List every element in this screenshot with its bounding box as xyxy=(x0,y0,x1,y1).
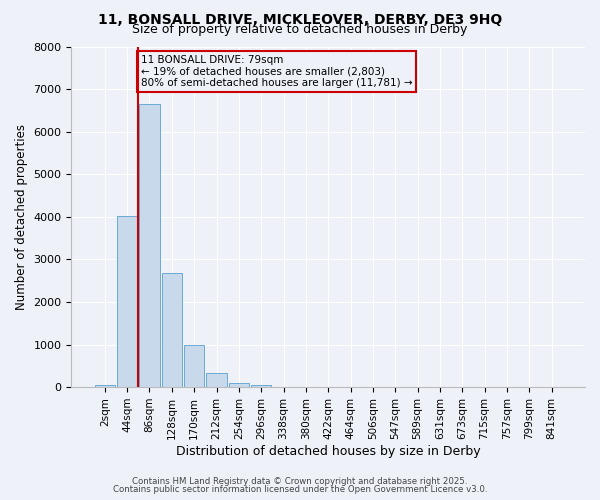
Bar xyxy=(229,383,249,387)
Text: 11 BONSALL DRIVE: 79sqm
← 19% of detached houses are smaller (2,803)
80% of semi: 11 BONSALL DRIVE: 79sqm ← 19% of detache… xyxy=(141,55,412,88)
Bar xyxy=(184,346,204,387)
Bar xyxy=(117,216,137,387)
Bar xyxy=(251,385,271,387)
Bar xyxy=(206,373,227,387)
Bar xyxy=(95,385,115,387)
Text: Contains public sector information licensed under the Open Government Licence v3: Contains public sector information licen… xyxy=(113,485,487,494)
Bar xyxy=(139,104,160,387)
Text: Size of property relative to detached houses in Derby: Size of property relative to detached ho… xyxy=(133,23,467,36)
Y-axis label: Number of detached properties: Number of detached properties xyxy=(15,124,28,310)
Text: Contains HM Land Registry data © Crown copyright and database right 2025.: Contains HM Land Registry data © Crown c… xyxy=(132,477,468,486)
Text: 11, BONSALL DRIVE, MICKLEOVER, DERBY, DE3 9HQ: 11, BONSALL DRIVE, MICKLEOVER, DERBY, DE… xyxy=(98,12,502,26)
Bar xyxy=(162,273,182,387)
X-axis label: Distribution of detached houses by size in Derby: Distribution of detached houses by size … xyxy=(176,444,481,458)
